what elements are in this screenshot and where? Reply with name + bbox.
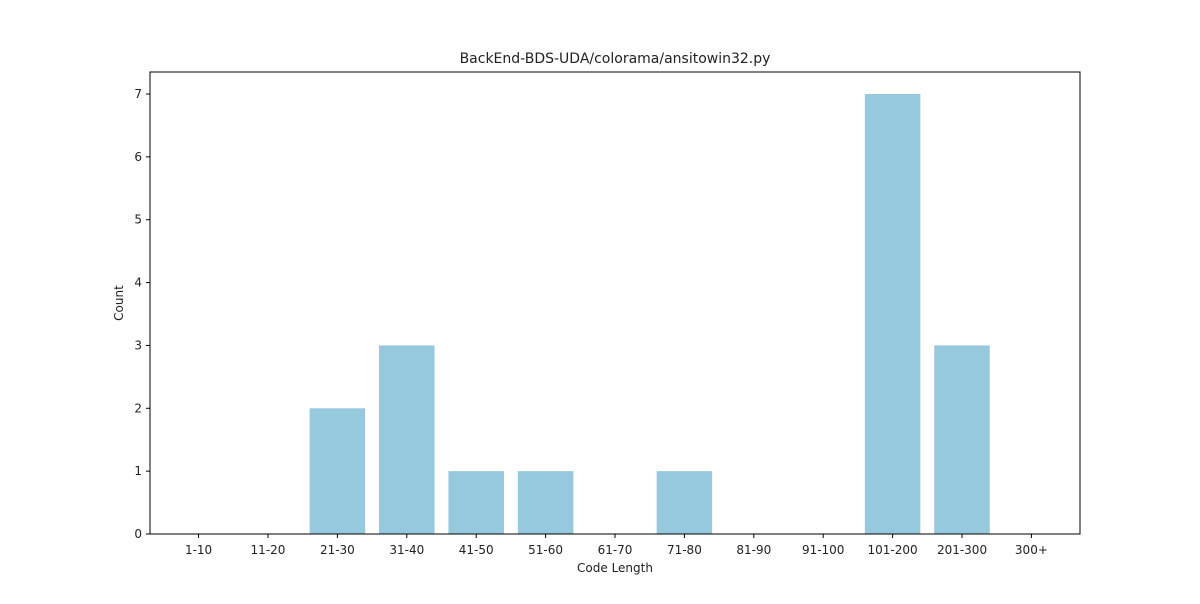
chart-title: BackEnd-BDS-UDA/colorama/ansitowin32.py <box>460 51 771 67</box>
bar-71-80 <box>656 471 713 534</box>
y-tick-label: 4 <box>134 276 142 290</box>
bars-group <box>309 94 990 534</box>
y-tick-label: 1 <box>134 464 142 478</box>
bar-31-40 <box>379 345 435 534</box>
x-tick-label: 11-20 <box>251 543 286 557</box>
bar-41-50 <box>448 471 504 534</box>
x-tick-label: 41-50 <box>459 543 494 557</box>
bar-51-60 <box>517 471 574 534</box>
y-tick-label: 2 <box>134 401 142 415</box>
bar-201-300 <box>934 345 990 534</box>
x-tick-label: 101-200 <box>868 543 918 557</box>
x-tick-label: 61-70 <box>598 543 633 557</box>
y-tick-label: 0 <box>134 527 142 541</box>
x-tick-label: 31-40 <box>389 543 424 557</box>
y-tick-label: 3 <box>134 338 142 352</box>
x-tick-label: 81-90 <box>736 543 771 557</box>
x-tick-label: 71-80 <box>667 543 702 557</box>
bar-101-200 <box>864 94 921 534</box>
x-tick-label: 201-300 <box>937 543 987 557</box>
y-tick-label: 6 <box>134 150 142 164</box>
y-tick-label: 7 <box>134 87 142 101</box>
x-axis-title: Code Length <box>577 561 653 575</box>
x-tick-label: 1-10 <box>185 543 212 557</box>
y-tick-label: 5 <box>134 213 142 227</box>
x-tick-label: 300+ <box>1015 543 1048 557</box>
y-axis-title: Count <box>112 285 126 321</box>
x-tick-label: 91-100 <box>802 543 845 557</box>
y-axis: 0 1 2 3 4 5 6 7 <box>134 87 150 541</box>
x-tick-label: 21-30 <box>320 543 355 557</box>
bar-21-30 <box>309 408 366 534</box>
x-axis: 1-10 11-20 21-30 31-40 41-50 51-60 61-70 71-80 8… <box>185 534 1048 557</box>
x-tick-label: 51-60 <box>528 543 563 557</box>
